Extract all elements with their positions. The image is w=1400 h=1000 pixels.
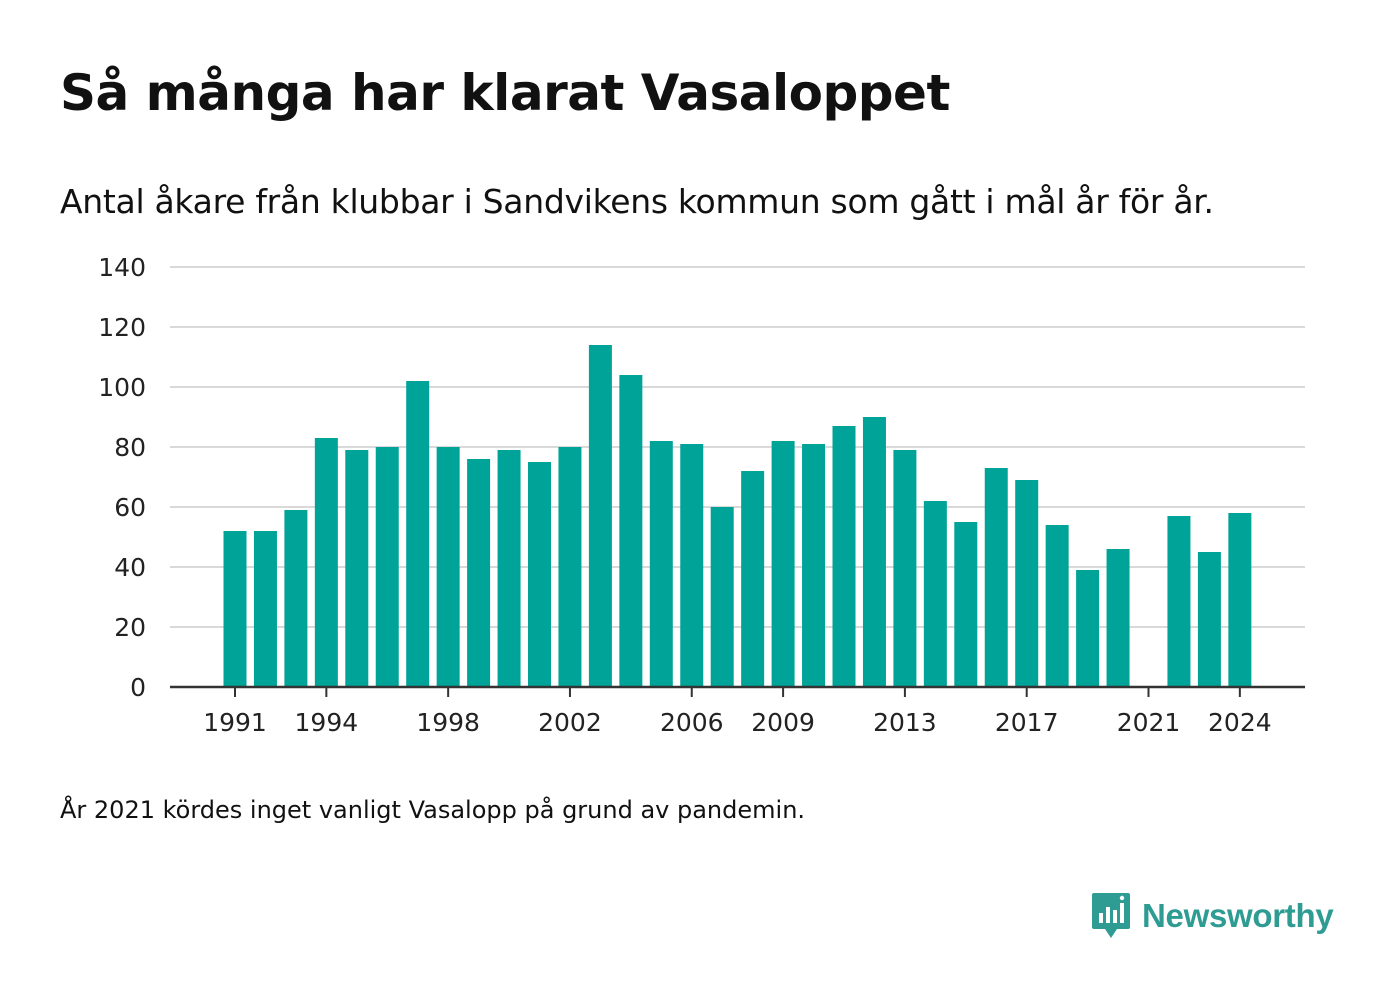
footnote: År 2021 kördes inget vanligt Vasalopp på…	[60, 796, 806, 824]
bar	[771, 441, 795, 687]
bar	[497, 450, 521, 687]
x-tick-label: 2017	[995, 708, 1059, 737]
bar	[1045, 525, 1069, 687]
bar	[345, 450, 369, 687]
y-tick-label: 80	[114, 433, 146, 462]
bar	[984, 468, 1008, 687]
bar	[467, 459, 491, 687]
bar	[558, 447, 582, 687]
gridlines	[170, 266, 1305, 628]
y-tick-label: 100	[98, 373, 146, 402]
chart-title: Så många har klarat Vasaloppet	[60, 64, 950, 122]
bar	[1167, 516, 1191, 687]
bar	[406, 381, 430, 687]
bar	[528, 462, 551, 687]
y-tick-label: 120	[98, 313, 146, 342]
newsworthy-logo-icon	[1092, 893, 1130, 938]
x-tick-label: 2002	[538, 708, 602, 737]
x-tick-label: 2024	[1208, 708, 1272, 737]
x-tick-label: 1991	[203, 708, 267, 737]
y-tick-label: 140	[98, 253, 146, 282]
y-axis-tick-labels: 0 20 40 60 80 100 120 140	[98, 253, 146, 702]
x-axis	[170, 685, 1305, 697]
bar	[710, 507, 734, 687]
brand-logo: Newsworthy	[1090, 890, 1334, 942]
bar	[588, 345, 612, 687]
bars	[223, 345, 1252, 687]
bar	[1228, 513, 1252, 687]
y-tick-label: 0	[130, 673, 146, 702]
x-tick-label: 1998	[416, 708, 480, 737]
bar-chart: 0 20 40 60 80 100 120 140 1991 1994 1998 2002 2006 2…	[98, 253, 1305, 737]
bar	[223, 531, 247, 687]
brand-name: Newsworthy	[1142, 897, 1334, 934]
bar	[284, 510, 308, 687]
x-tick-label: 2021	[1117, 708, 1181, 737]
bar	[741, 471, 765, 687]
bar	[314, 438, 338, 687]
bar	[649, 441, 673, 687]
y-tick-label: 20	[114, 613, 146, 642]
bar	[1197, 552, 1221, 687]
bar	[893, 450, 917, 687]
x-axis-tick-labels: 1991 1994 1998 2002 2006 2009 2013 2017 2021 2024	[203, 708, 1271, 737]
y-tick-label: 60	[114, 493, 146, 522]
bar	[680, 444, 704, 687]
y-tick-label: 40	[114, 553, 146, 582]
bar	[375, 447, 399, 687]
bar	[1015, 480, 1039, 687]
x-tick-label: 2009	[751, 708, 815, 737]
bar	[862, 417, 886, 687]
bar	[1076, 570, 1100, 687]
x-tick-label: 1994	[295, 708, 359, 737]
bar	[436, 447, 460, 687]
bar	[923, 501, 947, 687]
bar	[253, 531, 277, 687]
bar	[832, 426, 856, 687]
bar	[802, 444, 826, 687]
bar	[619, 375, 643, 687]
bar	[1106, 549, 1130, 687]
x-tick-label: 2006	[660, 708, 724, 737]
bar	[954, 522, 978, 687]
chart-subtitle: Antal åkare från klubbar i Sandvikens ko…	[60, 182, 1214, 221]
x-tick-label: 2013	[873, 708, 937, 737]
